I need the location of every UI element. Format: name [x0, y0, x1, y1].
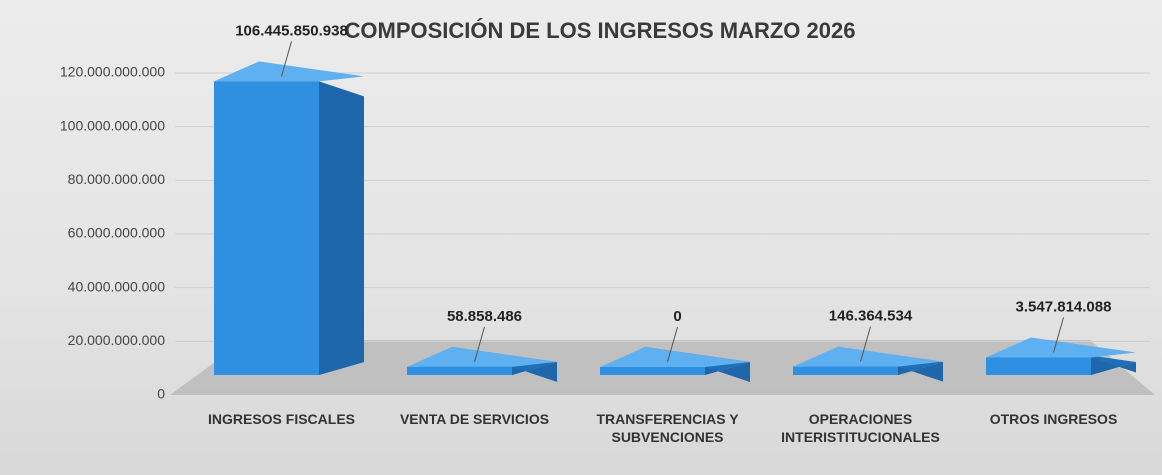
x-tick-label: OPERACIONES INTERISTITUCIONALES [781, 411, 940, 445]
chart-title: COMPOSICIÓN DE LOS INGRESOS MARZO 2026 [345, 18, 856, 43]
bar-front-base [600, 367, 705, 375]
bar-front-base [986, 367, 1091, 375]
y-tick-label: 20.000.000.000 [68, 332, 166, 348]
y-tick-label: 100.000.000.000 [60, 117, 165, 133]
bar-side [898, 362, 943, 382]
bar-front-base [214, 367, 319, 375]
leader-line [667, 326, 678, 363]
y-tick-label: 120.000.000.000 [60, 64, 165, 80]
data-label: 58.858.486 [447, 308, 522, 325]
leader-line [474, 326, 485, 362]
bar-side [705, 362, 750, 382]
bar-top [600, 347, 750, 367]
bar-top [407, 346, 557, 367]
bar-front-base [407, 367, 512, 375]
bar-side [319, 81, 364, 375]
leader-line [281, 41, 292, 77]
data-label: 146.364.534 [829, 308, 913, 325]
data-label: 106.445.850.938 [235, 22, 348, 39]
bar-side [512, 362, 557, 382]
x-tick-label: VENTA DE SERVICIOS [399, 411, 550, 427]
bar [986, 357, 1091, 367]
bar-top [986, 337, 1136, 358]
x-tick-label: INGRESOS FISCALES [207, 411, 356, 427]
bar [214, 81, 319, 367]
leader-line [1053, 317, 1064, 353]
bar-top [793, 346, 943, 367]
y-tick-label: 80.000.000.000 [68, 171, 166, 187]
bar-side [1091, 357, 1136, 375]
x-tick-label: TRANSFERENCIAS Y SUBVENCIONES [596, 411, 739, 445]
leader-line [860, 326, 871, 362]
data-label: 3.547.814.088 [1016, 298, 1112, 315]
y-tick-label: 0 [157, 386, 165, 402]
data-label: 0 [673, 308, 681, 325]
y-tick-label: 60.000.000.000 [68, 225, 166, 241]
bar-top [214, 61, 364, 82]
y-tick-label: 40.000.000.000 [68, 278, 166, 294]
bar-front-base [793, 367, 898, 375]
x-tick-label: OTROS INGRESOS [989, 411, 1118, 427]
